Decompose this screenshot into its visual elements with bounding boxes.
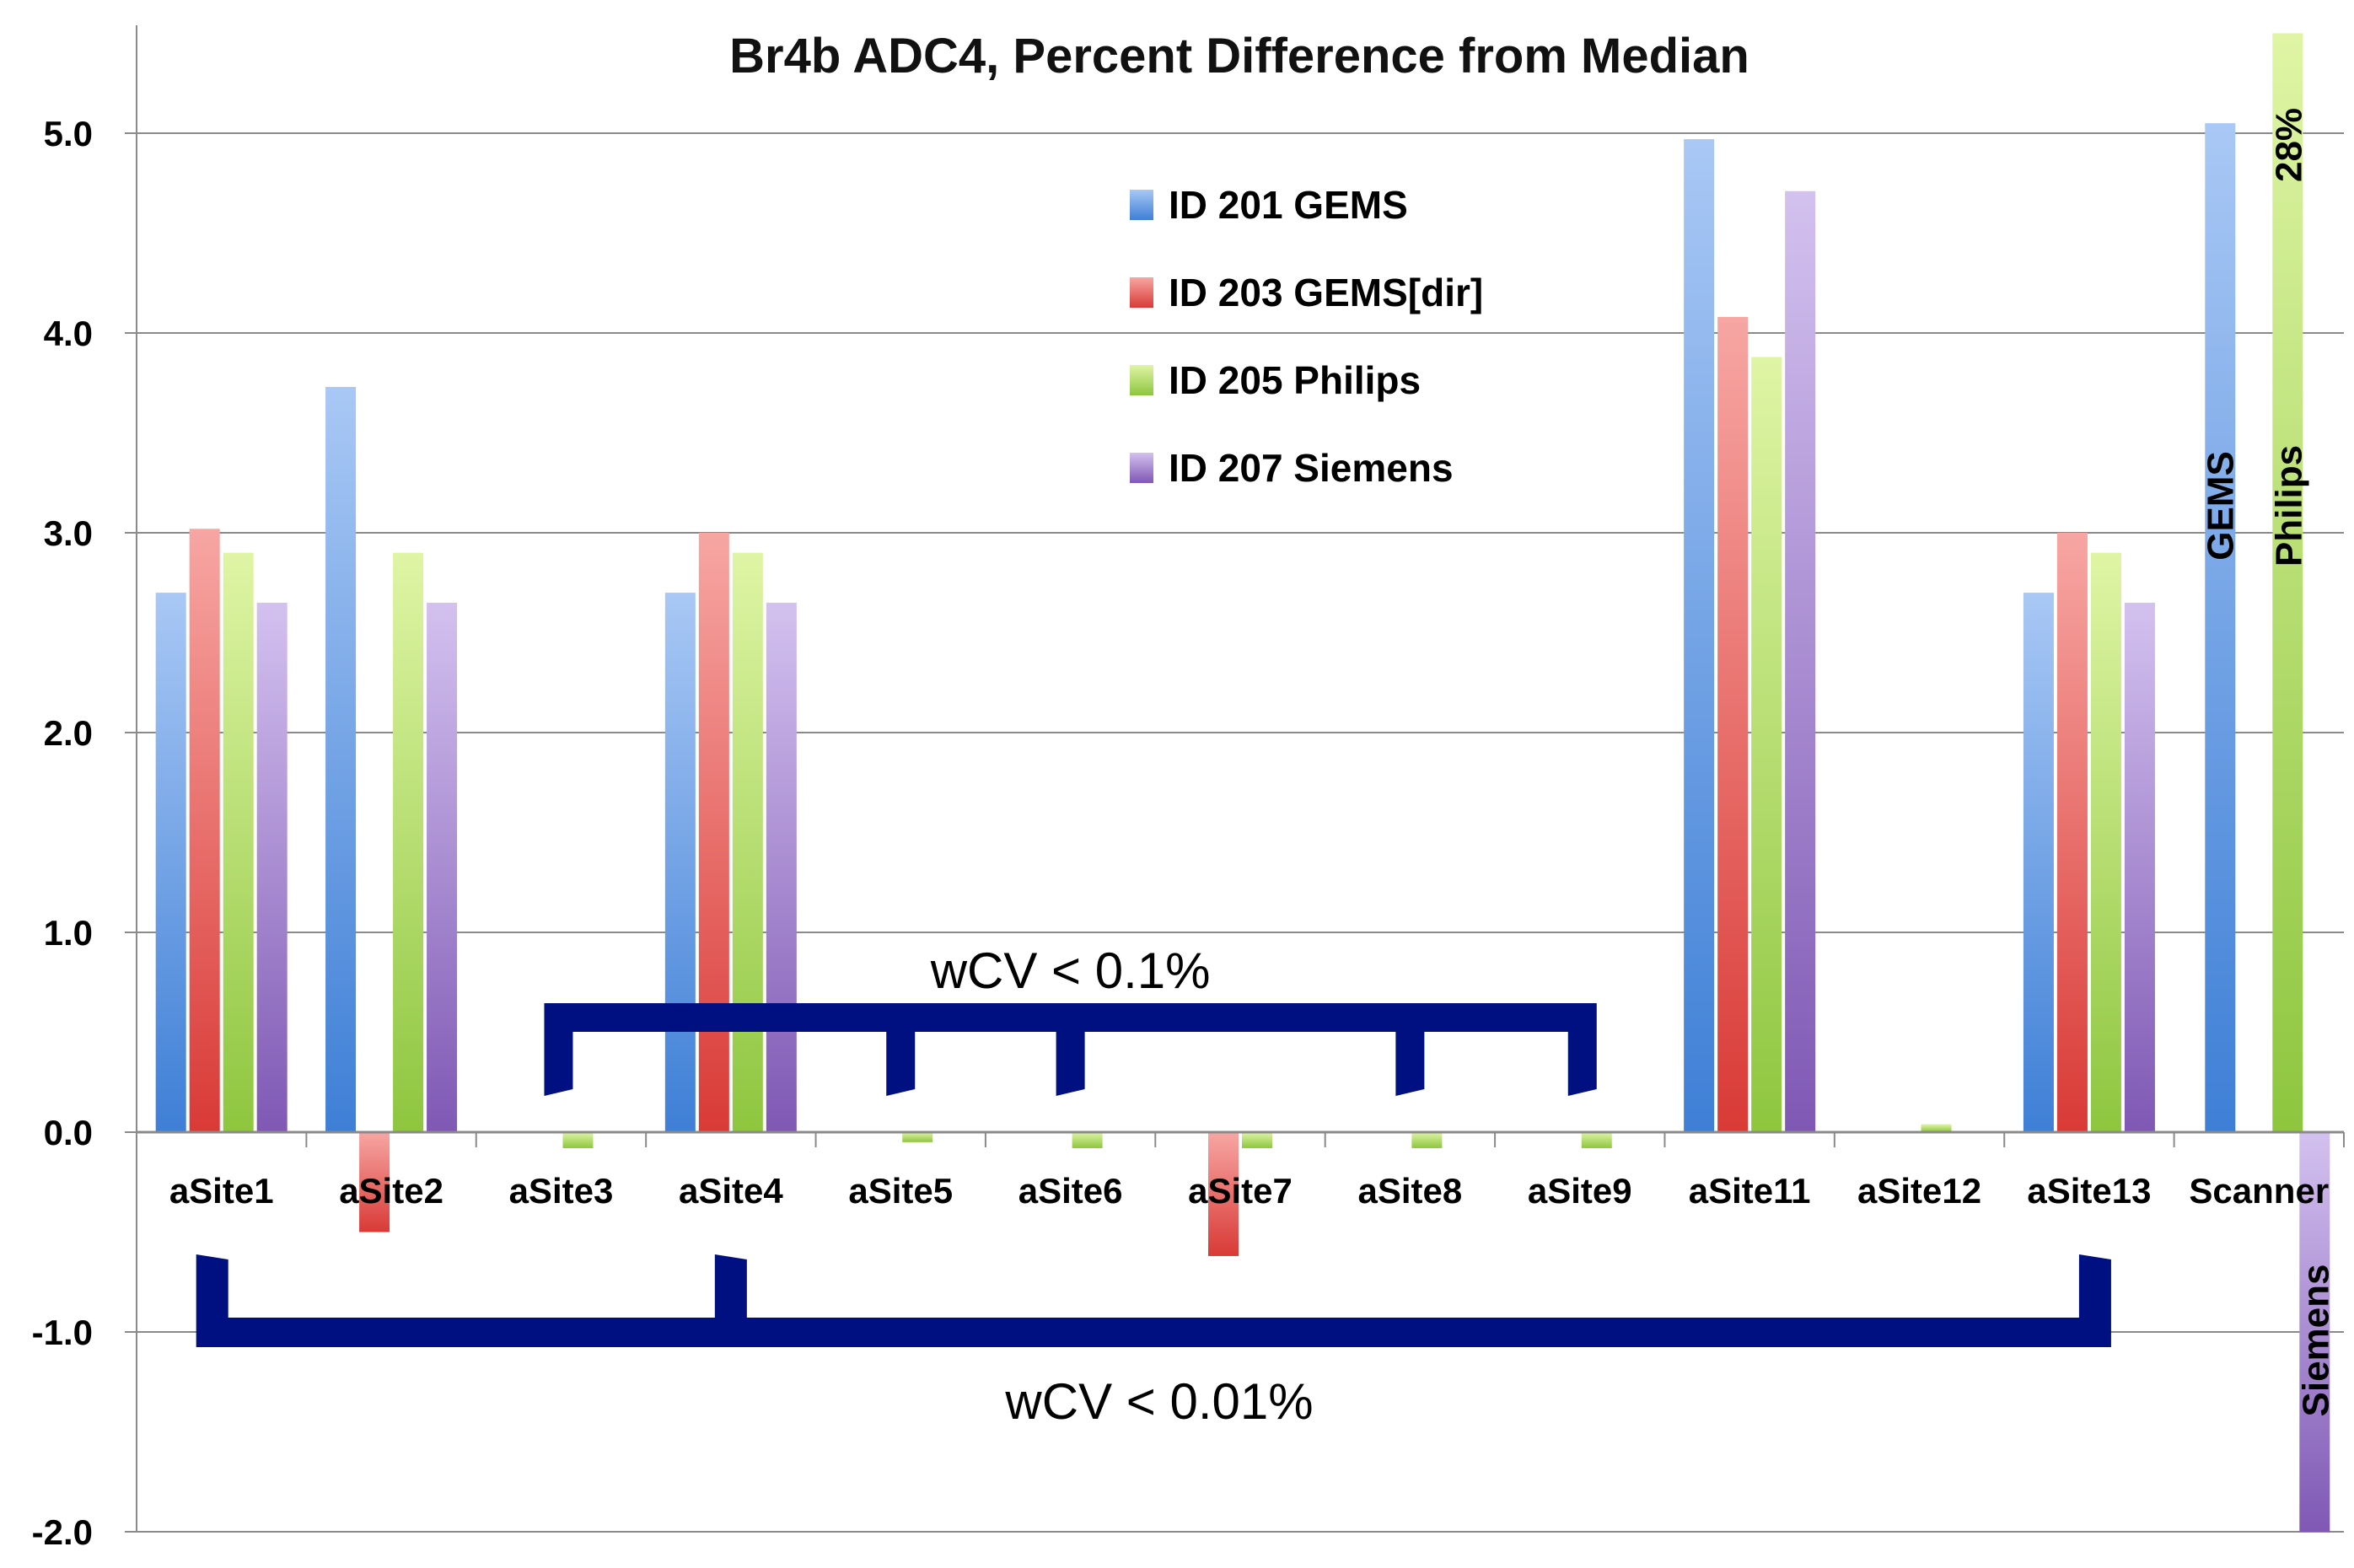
- lower-bracket-bar: [196, 1318, 2111, 1347]
- bar-id-205-philips-asite4: [732, 552, 763, 1132]
- category-label: aSite6: [1018, 1171, 1123, 1211]
- bar-id-201-gems-asite2: [325, 386, 357, 1132]
- category-label: aSite12: [1857, 1171, 1981, 1211]
- upper-bracket-bar: [544, 1003, 1597, 1032]
- lower-bracket-label: wCV < 0.01%: [1004, 1373, 1313, 1430]
- bar-id-203-gems-dir--asite7: [1208, 1132, 1239, 1256]
- scanner-siemens-label: Siemens: [2295, 1265, 2336, 1417]
- upper-bracket-tick: [544, 1032, 573, 1096]
- bars: [155, 33, 2330, 1532]
- legend-swatch: [1130, 365, 1153, 395]
- bar-id-205-philips-asite1: [223, 552, 254, 1132]
- bar-id-203-gems-dir--asite1: [189, 529, 220, 1132]
- bar-id-201-gems-asite4: [664, 593, 696, 1132]
- legend-swatch: [1130, 190, 1153, 220]
- category-label: aSite3: [509, 1171, 614, 1211]
- bar-id-205-philips-asite3: [562, 1132, 594, 1148]
- legend: ID 201 GEMS ID 203 GEMS[dir] ID 205 Philip…: [1130, 183, 1483, 490]
- bar-id-207-siemens-asite13: [2124, 602, 2155, 1132]
- bar-id-207-siemens-scanner: [2299, 1132, 2330, 1532]
- y-tick-label: 0.0: [44, 1113, 93, 1152]
- bar-id-203-gems-dir--asite13: [2056, 533, 2088, 1132]
- upper-bracket-tick: [1056, 1032, 1085, 1096]
- chart-title: Br4b ADC4, Percent Difference from Media…: [729, 29, 1749, 83]
- bar-id-207-siemens-asite11: [1785, 191, 1816, 1133]
- upper-bracket-tick: [1395, 1032, 1425, 1096]
- category-label: aSite4: [679, 1171, 783, 1211]
- category-label: Scanner: [2189, 1171, 2329, 1211]
- legend-label: ID 207 Siemens: [1169, 446, 1454, 490]
- bar-id-205-philips-asite11: [1751, 357, 1782, 1132]
- legend-swatch: [1130, 277, 1153, 308]
- bar-id-207-siemens-asite1: [256, 602, 288, 1132]
- bar-id-205-philips-asite13: [2090, 552, 2121, 1132]
- bar-id-203-gems-dir--asite11: [1717, 317, 1749, 1132]
- bar-id-203-gems-dir--asite4: [698, 533, 729, 1132]
- labels: aSite1 aSite2 aSite3 aSite4 aSite5 aSite6 aSit…: [169, 108, 2336, 1417]
- bar-id-205-philips-asite8: [1411, 1132, 1443, 1148]
- legend-label: ID 203 GEMS[dir]: [1169, 271, 1483, 314]
- bar-id-201-gems-asite11: [1684, 139, 1715, 1133]
- bar-id-205-philips-asite9: [1581, 1132, 1612, 1148]
- upper-bracket-label: wCV < 0.1%: [930, 942, 1211, 999]
- category-label: aSite9: [1528, 1171, 1632, 1211]
- bar-id-205-philips-asite5: [902, 1132, 933, 1142]
- category-label: aSite11: [1689, 1171, 1811, 1211]
- bar-id-205-philips-asite7: [1242, 1132, 1272, 1148]
- category-label: aSite5: [848, 1171, 953, 1211]
- scanner-gems-label: GEMS: [2200, 451, 2241, 561]
- y-tick-label: 4.0: [44, 314, 93, 353]
- y-tick-label: 1.0: [44, 913, 93, 953]
- y-tick-label: 3.0: [44, 513, 93, 553]
- bar-id-201-gems-asite13: [2023, 593, 2054, 1132]
- bar-id-201-gems-asite1: [155, 593, 186, 1132]
- bar-id-205-philips-asite2: [393, 552, 424, 1132]
- category-label: aSite8: [1358, 1171, 1463, 1211]
- annotations: wCV < 0.1% wCV < 0.01%: [196, 942, 2111, 1430]
- bar-id-207-siemens-asite4: [766, 602, 797, 1132]
- category-label: aSite13: [2027, 1171, 2151, 1211]
- category-label: aSite2: [339, 1171, 443, 1211]
- upper-bracket-tick: [886, 1032, 916, 1096]
- y-tick-label: -1.0: [32, 1313, 93, 1352]
- philips-28-percent-label: 28%: [2268, 108, 2309, 182]
- lower-bracket-tick: [196, 1254, 228, 1318]
- category-label: aSite7: [1188, 1171, 1293, 1211]
- legend-label: ID 205 Philips: [1169, 358, 1421, 402]
- y-tick-label: -2.0: [32, 1512, 93, 1552]
- lower-bracket-tick: [714, 1254, 747, 1318]
- bar-id-205-philips-scanner: [2272, 33, 2303, 1132]
- legend-swatch: [1130, 453, 1153, 483]
- bar-id-205-philips-asite6: [1072, 1132, 1103, 1148]
- lower-bracket-tick: [2078, 1254, 2111, 1318]
- upper-bracket-tick: [1567, 1032, 1597, 1096]
- bar-id-207-siemens-asite2: [427, 602, 458, 1132]
- y-tick-label: 2.0: [44, 713, 93, 753]
- legend-label: ID 201 GEMS: [1169, 183, 1408, 227]
- axes: 5.0 4.0 3.0 2.0 1.0 0.0 -1.0 -2.0: [32, 25, 2345, 1552]
- category-label: aSite1: [169, 1171, 274, 1211]
- scanner-philips-label: Philips: [2268, 445, 2309, 567]
- bar-id-203-gems-dir--asite2: [359, 1132, 390, 1232]
- bar-id-201-gems-scanner: [2205, 123, 2236, 1132]
- bar-id-205-philips-asite12: [1921, 1124, 1952, 1132]
- y-tick-label: 5.0: [44, 114, 93, 153]
